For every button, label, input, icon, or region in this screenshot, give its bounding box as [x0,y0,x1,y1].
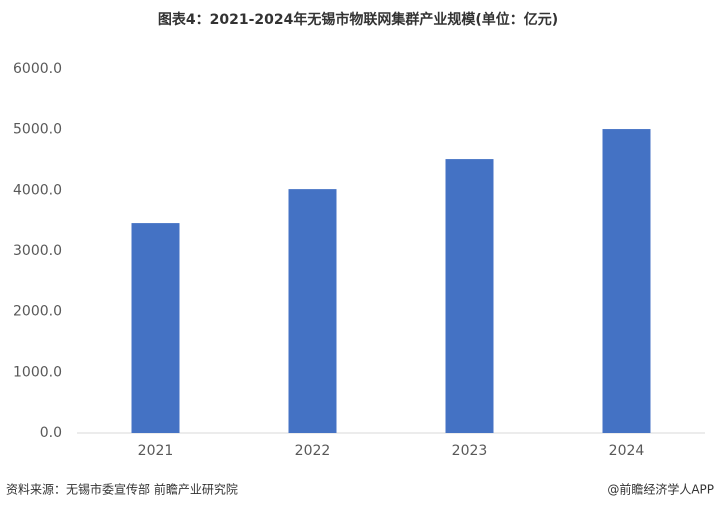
chart-title: 图表4：2021-2024年无锡市物联网集群产业规模(单位：亿元) [158,11,558,28]
y-tick-label: 1000.0 [13,364,62,380]
x-tick-label: 2021 [138,443,174,459]
bar [602,129,651,433]
x-tick-label: 2022 [295,443,331,459]
bar [131,223,180,433]
y-tick-label: 6000.0 [13,61,62,77]
bar [288,189,337,433]
x-tick-label: 2023 [452,443,488,459]
y-tick-label: 0.0 [40,425,62,441]
y-tick-label: 4000.0 [13,182,62,198]
y-tick-label: 5000.0 [13,122,62,138]
x-tick-label: 2024 [609,443,645,459]
bar [445,159,494,433]
credit: @前瞻经济学人APP [607,482,714,497]
source: 资料来源：无锡市委宣传部 前瞻产业研究院 [6,482,238,497]
y-tick-label: 3000.0 [13,243,62,259]
y-tick-label: 2000.0 [13,304,62,320]
